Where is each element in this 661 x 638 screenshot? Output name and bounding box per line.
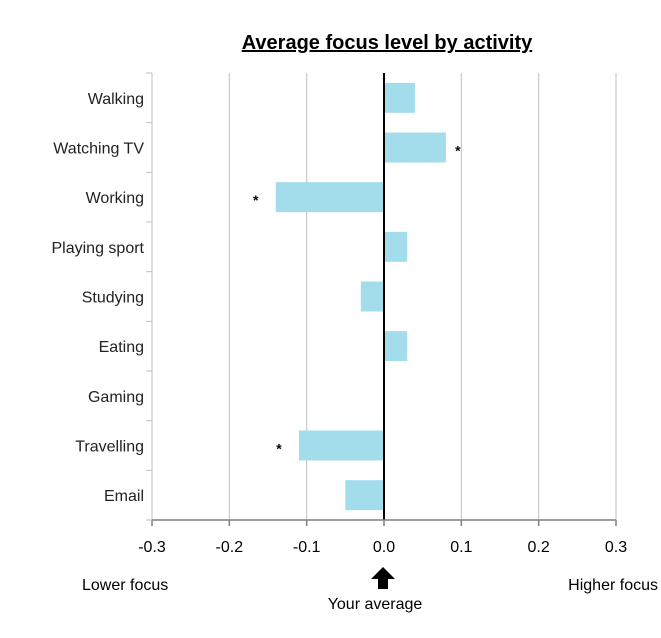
category-label-gaming: Gaming — [88, 389, 144, 406]
category-label-walking: Walking — [88, 91, 144, 108]
x-axis: -0.3 -0.2 -0.1 0.0 0.1 0.2 0.3 — [138, 72, 627, 556]
category-label-working: Working — [86, 190, 144, 207]
category-label-travelling: Travelling — [75, 439, 144, 456]
bar-travelling — [298, 430, 384, 461]
grid-lines — [151, 73, 617, 520]
higher-focus-label: Higher focus — [568, 577, 658, 594]
x-tick-label-6: 0.3 — [605, 539, 627, 556]
x-tick-label-1: -0.2 — [216, 539, 244, 556]
lower-focus-label: Lower focus — [82, 577, 168, 594]
x-tick-label-3: 0.0 — [373, 539, 395, 556]
category-label-playing-sport: Playing sport — [52, 240, 145, 257]
bar-walking — [384, 82, 415, 113]
significance-marker: * — [455, 143, 461, 159]
category-labels: Walking Watching TV Working Playing sport St… — [52, 91, 145, 505]
x-tick-label-0: -0.3 — [138, 539, 166, 556]
bar-eating — [384, 331, 408, 362]
bar-playing-sport — [384, 231, 408, 262]
category-label-watching-tv: Watching TV — [53, 141, 144, 158]
significance-marker: * — [253, 192, 259, 208]
x-tick-label-2: -0.1 — [293, 539, 321, 556]
bar-watching-tv — [384, 132, 446, 163]
significance-marker: * — [276, 441, 282, 457]
your-average-label: Your average — [328, 596, 423, 613]
x-tick-label-5: 0.2 — [528, 539, 550, 556]
up-arrow-icon — [371, 567, 395, 589]
bar-email — [345, 480, 384, 511]
bars: * * * — [253, 82, 461, 511]
chart-title: Average focus level by activity — [242, 32, 533, 54]
bar-studying — [360, 281, 384, 312]
category-label-studying: Studying — [82, 290, 144, 307]
category-label-email: Email — [104, 488, 144, 505]
x-tick-label-4: 0.1 — [450, 539, 472, 556]
category-label-eating: Eating — [99, 339, 144, 356]
bar-working — [275, 182, 384, 213]
